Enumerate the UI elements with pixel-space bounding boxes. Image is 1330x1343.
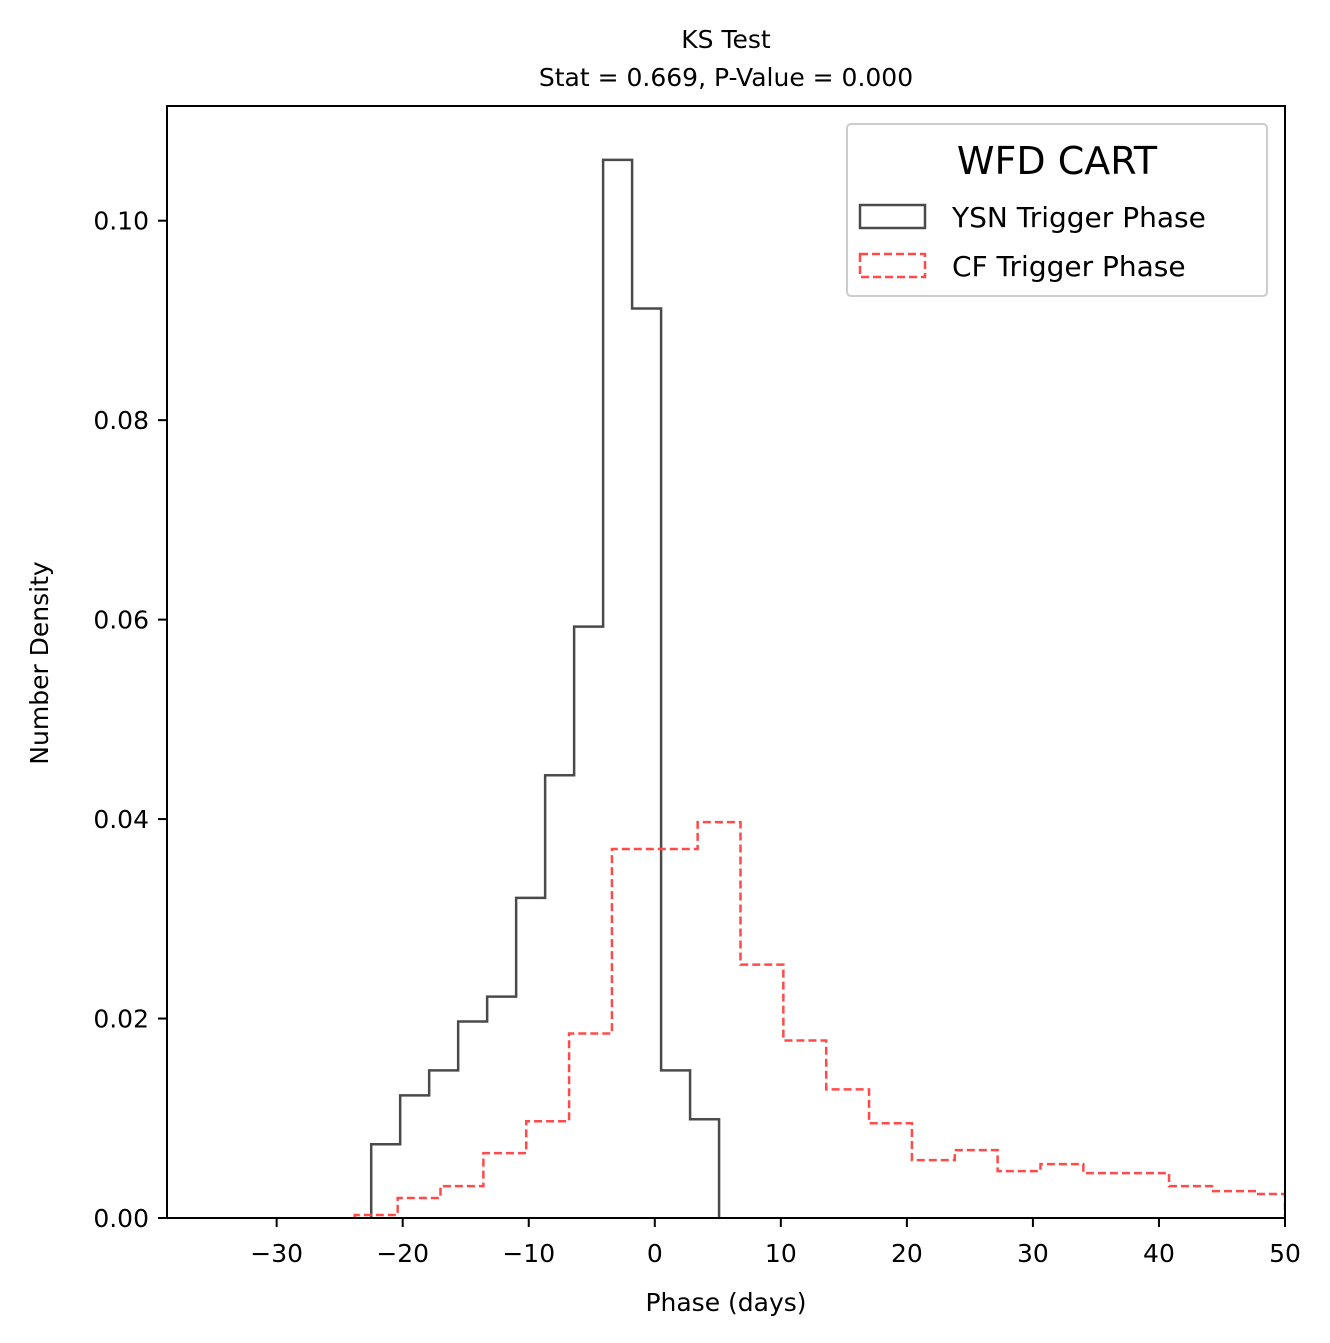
legend: WFD CART YSN Trigger Phase CF Trigger Ph… bbox=[846, 123, 1268, 297]
x-tick-label: 40 bbox=[1143, 1239, 1175, 1268]
y-tick-label: 0.08 bbox=[93, 406, 149, 435]
y-tick-label: 0.00 bbox=[93, 1204, 149, 1233]
y-tick-label: 0.06 bbox=[93, 606, 149, 635]
x-axis-label: Phase (days) bbox=[645, 1288, 806, 1317]
chart-title: KS Test bbox=[681, 25, 771, 54]
x-tick-label: 0 bbox=[647, 1239, 663, 1268]
x-tick-label: −10 bbox=[502, 1239, 555, 1268]
x-tick-label: 20 bbox=[891, 1239, 923, 1268]
x-tick-label: −30 bbox=[250, 1239, 303, 1268]
plot-area bbox=[353, 158, 1285, 1218]
legend-label-cf: CF Trigger Phase bbox=[952, 250, 1186, 283]
series-0-step-outline bbox=[369, 158, 721, 1218]
y-axis-label: Number Density bbox=[25, 561, 54, 765]
chart-subtitle: Stat = 0.669, P-Value = 0.000 bbox=[539, 63, 913, 92]
histogram-series bbox=[353, 158, 1285, 1218]
series-1-step-outline bbox=[353, 820, 1285, 1218]
axes: −30 −20 −10 0 10 20 30 40 50 0.00 0.02 0.04 0.06 0.08… bbox=[93, 105, 1301, 1268]
y-tick-label: 0.02 bbox=[93, 1005, 149, 1034]
y-tick-label: 0.04 bbox=[93, 805, 149, 834]
y-tick-label: 0.10 bbox=[93, 207, 149, 236]
x-tick-label: 50 bbox=[1269, 1239, 1301, 1268]
legend-swatch-cf bbox=[858, 252, 927, 279]
x-tick-label: −20 bbox=[376, 1239, 429, 1268]
legend-title: WFD CART bbox=[957, 139, 1158, 183]
legend-swatch-ysn bbox=[858, 203, 927, 230]
axes-frame bbox=[166, 105, 1286, 1219]
legend-label-ysn: YSN Trigger Phase bbox=[951, 201, 1206, 234]
x-tick-label: 10 bbox=[765, 1239, 797, 1268]
x-tick-label: 30 bbox=[1017, 1239, 1049, 1268]
legend-frame bbox=[846, 123, 1268, 297]
